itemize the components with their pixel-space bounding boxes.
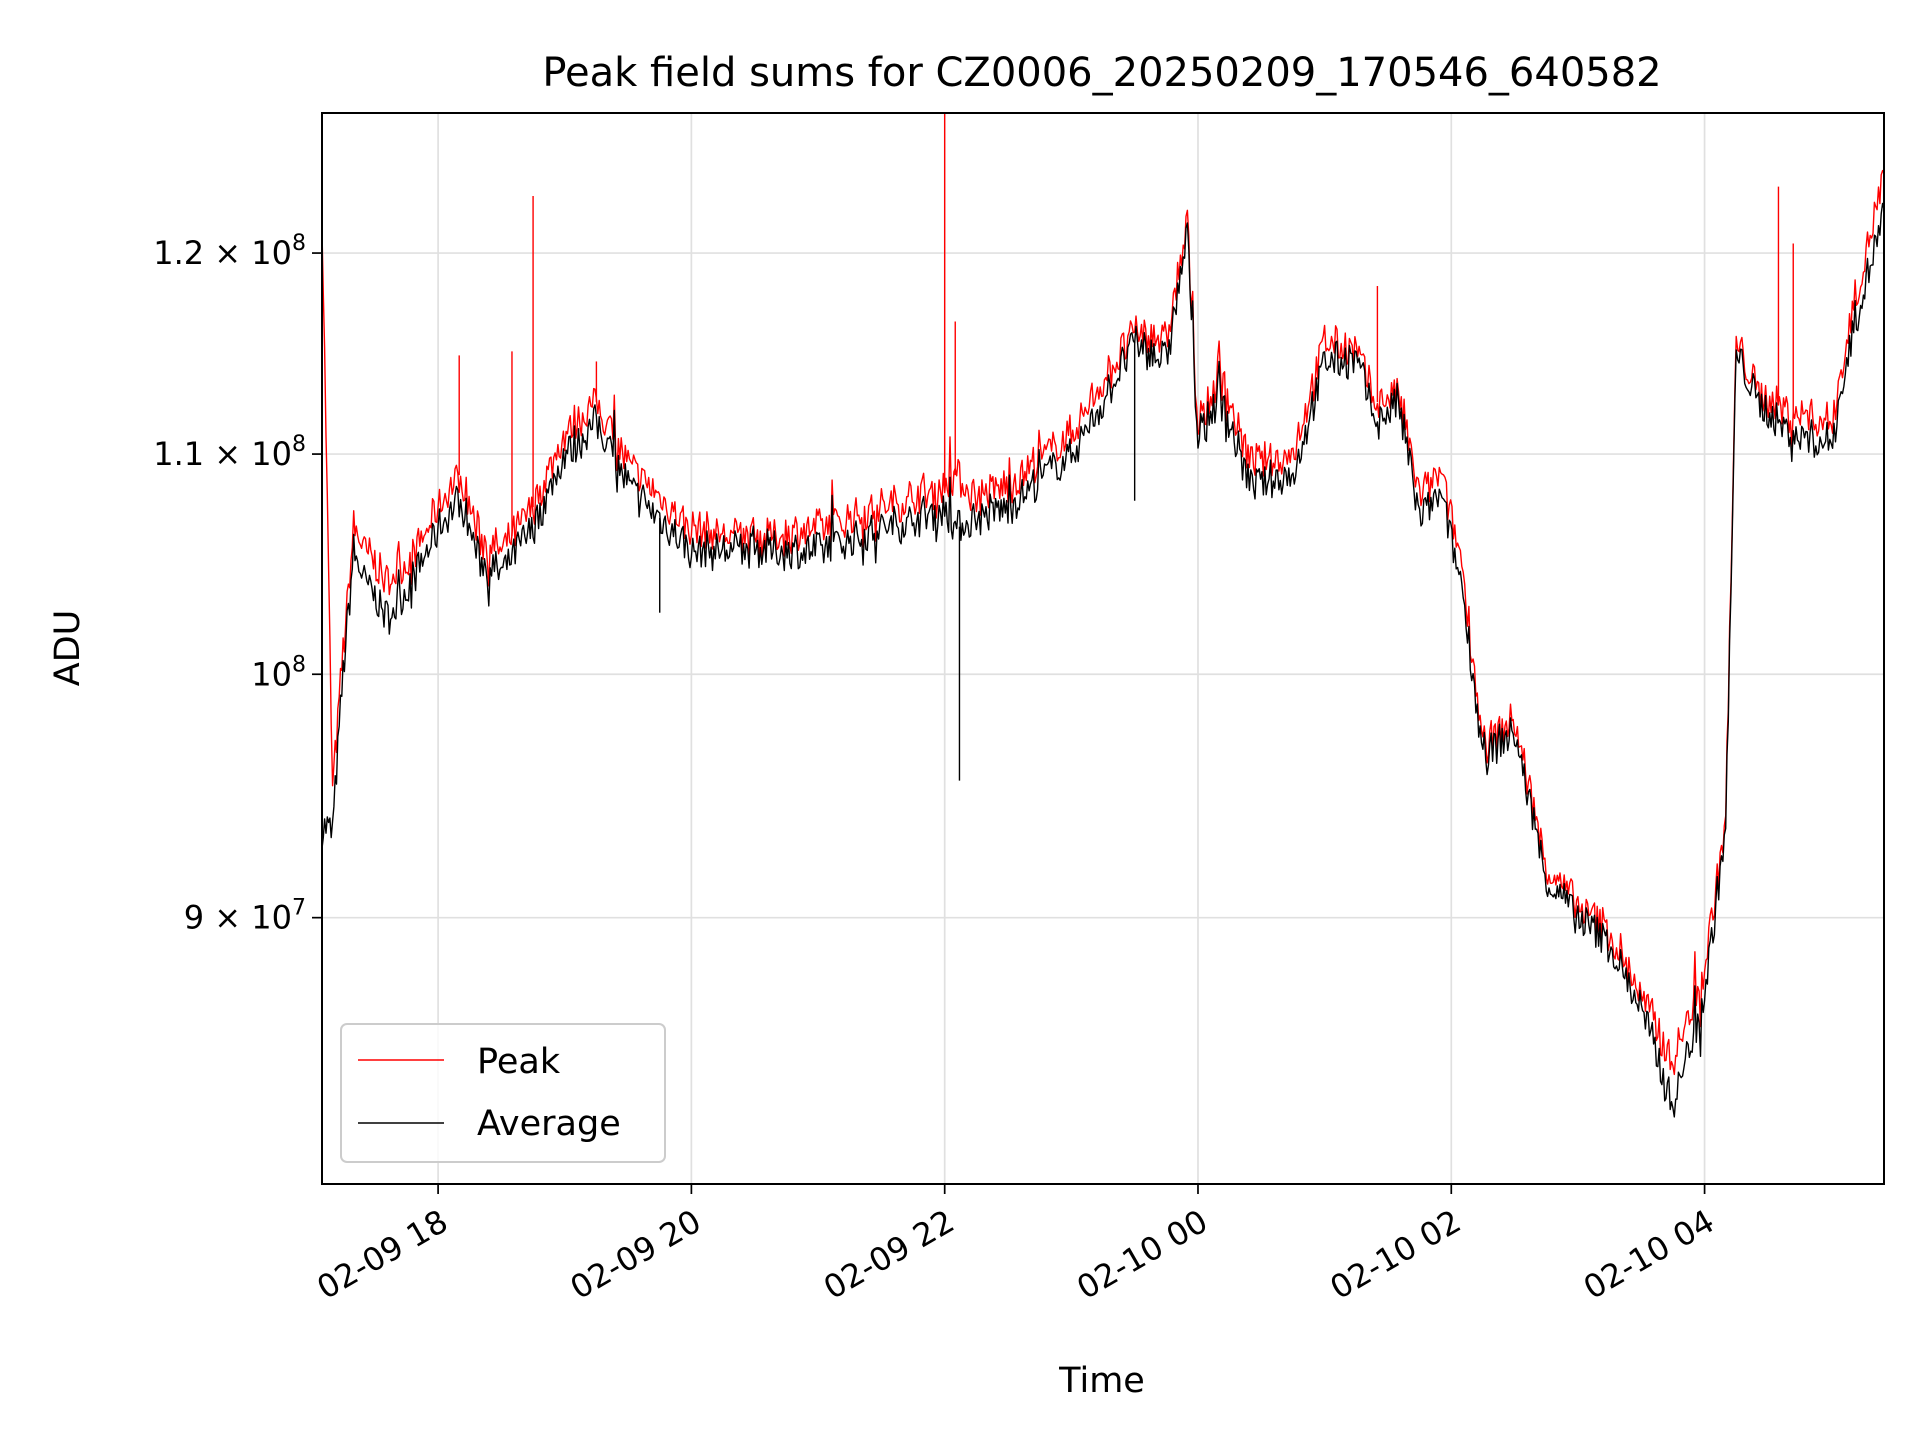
- y-tick-label: 9 × 107: [184, 896, 306, 937]
- series-line-peak: [322, 169, 1884, 1076]
- x-axis-label: Time: [1058, 1361, 1145, 1401]
- legend: Peak Average: [340, 1023, 666, 1163]
- y-tick-label: 108: [251, 652, 306, 693]
- y-tick-label: 1.2 × 108: [153, 231, 306, 272]
- legend-label-peak: Peak: [477, 1042, 561, 1082]
- series-layer: [322, 113, 1884, 1118]
- y-tick-label: 1.1 × 108: [153, 432, 306, 473]
- legend-label-average: Average: [477, 1104, 621, 1144]
- y-axis: 9 × 107 108 1.1 × 108 1.2 × 108: [153, 231, 322, 937]
- y-axis-label: ADU: [48, 610, 88, 687]
- series-line-average: [322, 202, 1884, 1118]
- legend-box: [340, 1023, 666, 1163]
- chart-title: Peak field sums for CZ0006_20250209_1705…: [542, 50, 1661, 96]
- plot-frame: [321, 112, 1885, 1185]
